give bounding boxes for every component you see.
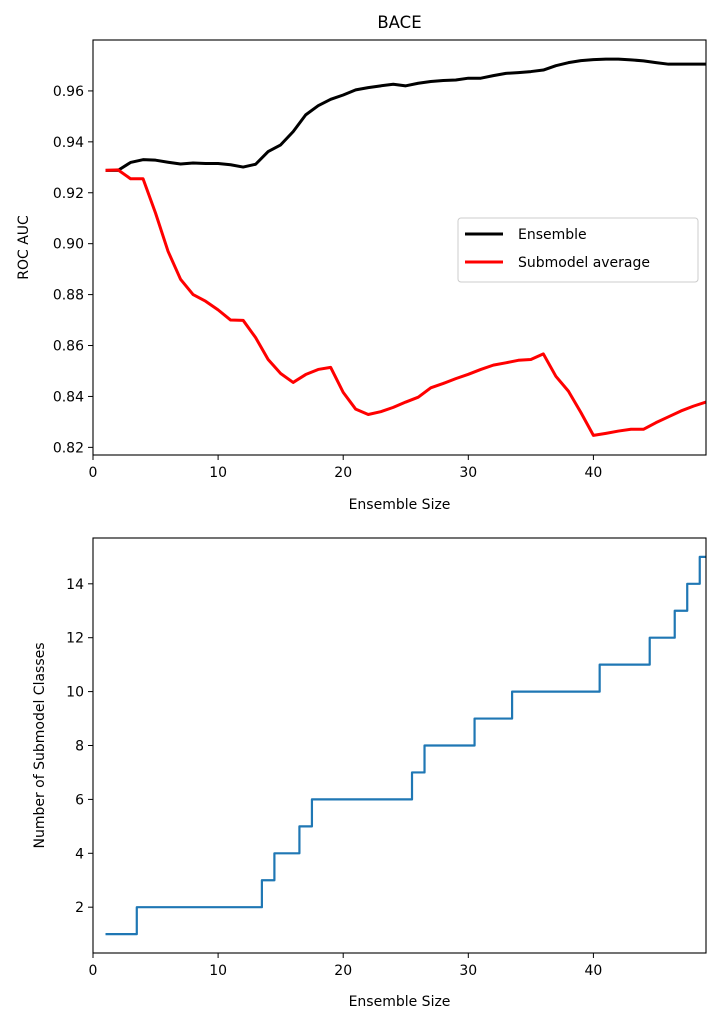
y-tick-label: 10 [66, 685, 84, 701]
x-axis-label: Ensemble Size [349, 994, 451, 1010]
axes-border [92, 39, 707, 456]
y-tick-label: 2 [75, 900, 84, 916]
y-tick-label: 6 [75, 792, 84, 808]
x-tick-label: 10 [209, 465, 227, 481]
submodel-classes-chart: 0 10 20 30 40 2 4 6 8 10 12 14 Ensemble Size Numbe… [32, 537, 707, 1010]
y-tick-label: 0.96 [53, 84, 84, 100]
legend: Ensemble Submodel average [457, 217, 699, 283]
series-lines [105, 555, 706, 936]
axes-frame [92, 39, 707, 456]
x-tick-label: 30 [459, 963, 477, 979]
roc-auc-chart: BACE 0 10 20 30 40 0.820.840.860.880.900.920… [16, 13, 707, 513]
y-axis-label: ROC AUC [16, 215, 32, 280]
chart-title: BACE [377, 13, 421, 32]
y-axis-label: Number of Submodel Classes [32, 642, 48, 848]
y-tick-label: 0.88 [53, 288, 84, 304]
y-tick-label: 0.94 [53, 135, 84, 151]
x-axis-ticks: 0 10 20 30 40 [89, 953, 602, 979]
legend-label-ensemble: Ensemble [518, 227, 587, 243]
legend-label-submodel-average: Submodel average [518, 255, 650, 271]
y-tick-label: 0.86 [53, 339, 84, 355]
axes-border [92, 537, 707, 954]
x-tick-label: 0 [89, 465, 98, 481]
y-tick-label: 0.90 [53, 237, 84, 253]
y-tick-label: 14 [66, 577, 84, 593]
y-tick-label: 0.84 [53, 389, 84, 405]
series-line-number-of-submodel-classes [105, 555, 706, 936]
y-tick-label: 0.82 [53, 440, 84, 456]
y-axis-ticks: 2 4 6 8 10 12 14 [66, 577, 93, 916]
axes-frame [92, 537, 707, 954]
y-tick-label: 0.92 [53, 186, 84, 202]
x-tick-label: 10 [209, 963, 227, 979]
x-axis-label: Ensemble Size [349, 497, 451, 513]
x-tick-label: 40 [584, 963, 602, 979]
x-tick-label: 20 [334, 465, 352, 481]
x-tick-label: 0 [89, 963, 98, 979]
x-tick-label: 40 [584, 465, 602, 481]
y-tick-label: 8 [75, 739, 84, 755]
x-tick-label: 20 [334, 963, 352, 979]
series-lines [105, 57, 706, 437]
x-axis-ticks: 0 10 20 30 40 [89, 455, 602, 481]
y-tick-label: 12 [66, 631, 84, 647]
y-tick-label: 4 [75, 846, 84, 862]
legend-box [457, 217, 699, 283]
y-axis-ticks: 0.82 0.84 0.86 0.88 0.90 0.92 0.94 0.96 [53, 84, 93, 456]
series-line-ensemble [105, 57, 706, 172]
series-line-submodel-average [105, 168, 706, 437]
x-tick-label: 30 [459, 465, 477, 481]
